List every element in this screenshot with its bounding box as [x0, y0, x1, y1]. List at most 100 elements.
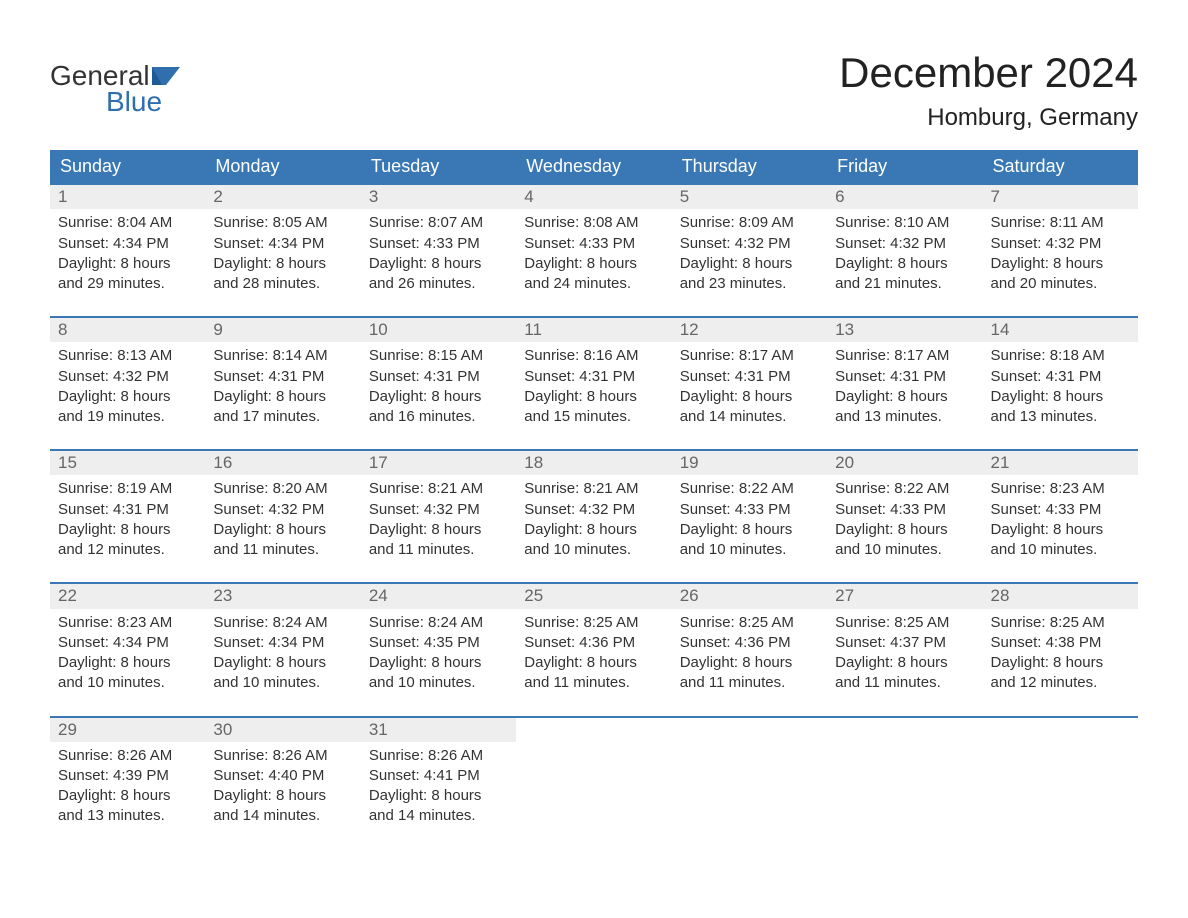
- day-body: Sunrise: 8:09 AMSunset: 4:32 PMDaylight:…: [672, 209, 827, 316]
- sunrise-line: Sunrise: 8:21 AM: [524, 479, 663, 499]
- day-body: Sunrise: 8:26 AMSunset: 4:39 PMDaylight:…: [50, 742, 205, 849]
- day-cell: [516, 717, 671, 849]
- daylight-line-2: and 12 minutes.: [58, 540, 197, 560]
- daylight-line-1: Daylight: 8 hours: [524, 520, 663, 540]
- location-label: Homburg, Germany: [839, 104, 1138, 132]
- day-cell: 1Sunrise: 8:04 AMSunset: 4:34 PMDaylight…: [50, 184, 205, 317]
- day-cell: 11Sunrise: 8:16 AMSunset: 4:31 PMDayligh…: [516, 317, 671, 450]
- daylight-line-1: Daylight: 8 hours: [369, 254, 508, 274]
- day-number: 17: [361, 451, 516, 475]
- day-number: 4: [516, 185, 671, 209]
- day-body: Sunrise: 8:26 AMSunset: 4:41 PMDaylight:…: [361, 742, 516, 849]
- sunrise-line: Sunrise: 8:08 AM: [524, 213, 663, 233]
- sunrise-line: Sunrise: 8:13 AM: [58, 346, 197, 366]
- day-number: 10: [361, 318, 516, 342]
- day-cell: [672, 717, 827, 849]
- day-cell: 30Sunrise: 8:26 AMSunset: 4:40 PMDayligh…: [205, 717, 360, 849]
- daylight-line-1: Daylight: 8 hours: [213, 387, 352, 407]
- week-row: 1Sunrise: 8:04 AMSunset: 4:34 PMDaylight…: [50, 184, 1138, 317]
- daylight-line-1: Daylight: 8 hours: [680, 254, 819, 274]
- daylight-line-2: and 10 minutes.: [213, 673, 352, 693]
- sunrise-line: Sunrise: 8:22 AM: [835, 479, 974, 499]
- day-number: 9: [205, 318, 360, 342]
- day-cell: 24Sunrise: 8:24 AMSunset: 4:35 PMDayligh…: [361, 583, 516, 716]
- day-body: Sunrise: 8:11 AMSunset: 4:32 PMDaylight:…: [983, 209, 1138, 316]
- weekday-header: Friday: [827, 150, 982, 184]
- daylight-line-1: Daylight: 8 hours: [991, 254, 1130, 274]
- day-number: 16: [205, 451, 360, 475]
- day-cell: 13Sunrise: 8:17 AMSunset: 4:31 PMDayligh…: [827, 317, 982, 450]
- day-body: Sunrise: 8:21 AMSunset: 4:32 PMDaylight:…: [516, 475, 671, 582]
- daylight-line-2: and 10 minutes.: [991, 540, 1130, 560]
- sunrise-line: Sunrise: 8:09 AM: [680, 213, 819, 233]
- daylight-line-1: Daylight: 8 hours: [369, 520, 508, 540]
- day-body: Sunrise: 8:08 AMSunset: 4:33 PMDaylight:…: [516, 209, 671, 316]
- weekday-header: Monday: [205, 150, 360, 184]
- day-number: 21: [983, 451, 1138, 475]
- daylight-line-2: and 13 minutes.: [58, 806, 197, 826]
- sunrise-line: Sunrise: 8:25 AM: [835, 613, 974, 633]
- daylight-line-2: and 19 minutes.: [58, 407, 197, 427]
- daylight-line-2: and 10 minutes.: [835, 540, 974, 560]
- logo: General Blue: [50, 50, 180, 118]
- sunset-line: Sunset: 4:33 PM: [680, 500, 819, 520]
- month-title: December 2024: [839, 50, 1138, 96]
- daylight-line-1: Daylight: 8 hours: [835, 520, 974, 540]
- day-body: Sunrise: 8:21 AMSunset: 4:32 PMDaylight:…: [361, 475, 516, 582]
- day-number: 8: [50, 318, 205, 342]
- day-body: Sunrise: 8:07 AMSunset: 4:33 PMDaylight:…: [361, 209, 516, 316]
- sunset-line: Sunset: 4:31 PM: [58, 500, 197, 520]
- day-cell: 14Sunrise: 8:18 AMSunset: 4:31 PMDayligh…: [983, 317, 1138, 450]
- day-cell: 18Sunrise: 8:21 AMSunset: 4:32 PMDayligh…: [516, 450, 671, 583]
- sunrise-line: Sunrise: 8:25 AM: [991, 613, 1130, 633]
- day-body: Sunrise: 8:23 AMSunset: 4:33 PMDaylight:…: [983, 475, 1138, 582]
- day-cell: 3Sunrise: 8:07 AMSunset: 4:33 PMDaylight…: [361, 184, 516, 317]
- day-cell: 4Sunrise: 8:08 AMSunset: 4:33 PMDaylight…: [516, 184, 671, 317]
- sunset-line: Sunset: 4:37 PM: [835, 633, 974, 653]
- day-number: 15: [50, 451, 205, 475]
- daylight-line-1: Daylight: 8 hours: [369, 653, 508, 673]
- daylight-line-2: and 24 minutes.: [524, 274, 663, 294]
- day-number: 27: [827, 584, 982, 608]
- daylight-line-2: and 11 minutes.: [369, 540, 508, 560]
- sunrise-line: Sunrise: 8:18 AM: [991, 346, 1130, 366]
- sunset-line: Sunset: 4:39 PM: [58, 766, 197, 786]
- day-number: 5: [672, 185, 827, 209]
- daylight-line-2: and 16 minutes.: [369, 407, 508, 427]
- daylight-line-2: and 29 minutes.: [58, 274, 197, 294]
- day-body: Sunrise: 8:25 AMSunset: 4:36 PMDaylight:…: [516, 609, 671, 716]
- daylight-line-2: and 14 minutes.: [680, 407, 819, 427]
- day-body: Sunrise: 8:18 AMSunset: 4:31 PMDaylight:…: [983, 342, 1138, 449]
- week-row: 22Sunrise: 8:23 AMSunset: 4:34 PMDayligh…: [50, 583, 1138, 716]
- day-cell: 26Sunrise: 8:25 AMSunset: 4:36 PMDayligh…: [672, 583, 827, 716]
- sunset-line: Sunset: 4:32 PM: [835, 234, 974, 254]
- day-cell: 29Sunrise: 8:26 AMSunset: 4:39 PMDayligh…: [50, 717, 205, 849]
- daylight-line-1: Daylight: 8 hours: [58, 387, 197, 407]
- day-number: 31: [361, 718, 516, 742]
- day-number: 24: [361, 584, 516, 608]
- weekday-header: Tuesday: [361, 150, 516, 184]
- sunset-line: Sunset: 4:31 PM: [991, 367, 1130, 387]
- sunrise-line: Sunrise: 8:24 AM: [369, 613, 508, 633]
- sunset-line: Sunset: 4:34 PM: [58, 633, 197, 653]
- weekday-header: Thursday: [672, 150, 827, 184]
- sunrise-line: Sunrise: 8:07 AM: [369, 213, 508, 233]
- sunrise-line: Sunrise: 8:21 AM: [369, 479, 508, 499]
- day-number: 11: [516, 318, 671, 342]
- sunrise-line: Sunrise: 8:26 AM: [58, 746, 197, 766]
- daylight-line-2: and 15 minutes.: [524, 407, 663, 427]
- day-number: 18: [516, 451, 671, 475]
- day-cell: 17Sunrise: 8:21 AMSunset: 4:32 PMDayligh…: [361, 450, 516, 583]
- day-number: 6: [827, 185, 982, 209]
- daylight-line-1: Daylight: 8 hours: [680, 387, 819, 407]
- day-cell: 9Sunrise: 8:14 AMSunset: 4:31 PMDaylight…: [205, 317, 360, 450]
- sunrise-line: Sunrise: 8:26 AM: [369, 746, 508, 766]
- day-number: 7: [983, 185, 1138, 209]
- day-body: Sunrise: 8:24 AMSunset: 4:35 PMDaylight:…: [361, 609, 516, 716]
- daylight-line-1: Daylight: 8 hours: [369, 786, 508, 806]
- day-body: Sunrise: 8:19 AMSunset: 4:31 PMDaylight:…: [50, 475, 205, 582]
- weekday-header: Wednesday: [516, 150, 671, 184]
- day-number: 14: [983, 318, 1138, 342]
- day-number-empty: [983, 718, 1138, 742]
- sunset-line: Sunset: 4:31 PM: [524, 367, 663, 387]
